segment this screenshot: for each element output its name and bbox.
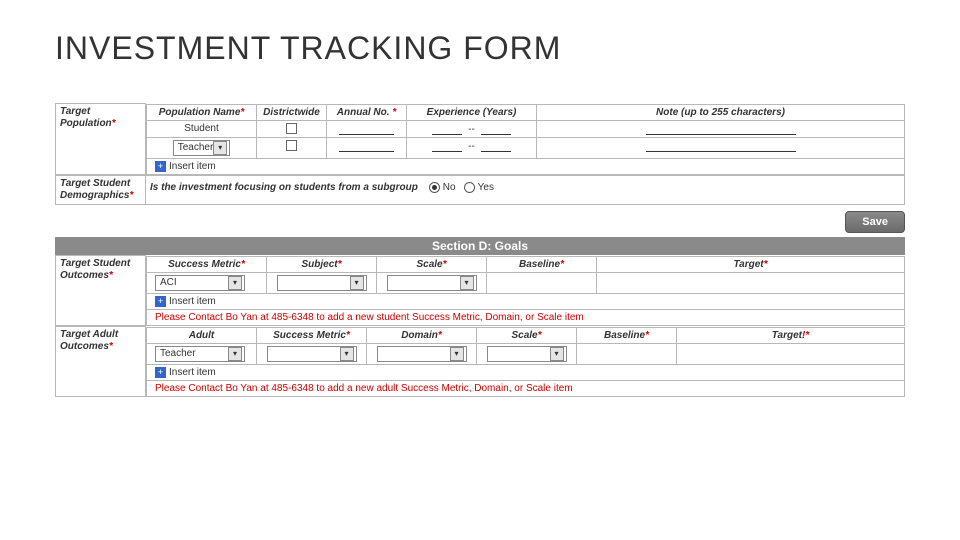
col-scale-2: Scale* <box>477 327 577 343</box>
exp-to-2[interactable] <box>481 140 511 152</box>
row-label-student-outcomes: Target Student Outcomes* <box>56 256 146 326</box>
dash-icon: -- <box>465 124 478 135</box>
population-student-cell: Student <box>147 120 257 137</box>
col-experience: Experience (Years) <box>407 104 537 120</box>
adult-metric-select[interactable]: ▾ <box>267 346 357 362</box>
radio-label-no: No <box>443 182 456 193</box>
adult-domain-select[interactable]: ▾ <box>377 346 467 362</box>
annual-no-input-1[interactable] <box>339 123 394 135</box>
exp-to-1[interactable] <box>481 123 511 135</box>
adult-outcomes-table: Target Adult Outcomes* Adult Success Met… <box>55 326 905 397</box>
col-scale: Scale* <box>377 256 487 272</box>
form-container: Target Population* Population Name* Dist… <box>55 103 905 397</box>
chevron-down-icon: ▾ <box>460 276 474 290</box>
adult-scale-select[interactable]: ▾ <box>487 346 567 362</box>
chevron-down-icon: ▾ <box>550 347 564 361</box>
student-outcomes-table: Target Student Outcomes* Success Metric*… <box>55 255 905 326</box>
exp-from-1[interactable] <box>432 123 462 135</box>
col-population-name: Population Name* <box>147 104 257 120</box>
col-domain: Domain* <box>367 327 477 343</box>
col-target-2: Target!* <box>677 327 905 343</box>
col-subject: Subject* <box>267 256 377 272</box>
save-button[interactable]: Save <box>845 211 905 233</box>
plus-icon: + <box>155 296 166 307</box>
scale-select[interactable]: ▾ <box>387 275 477 291</box>
col-adult: Adult <box>147 327 257 343</box>
annual-no-input-2[interactable] <box>339 140 394 152</box>
chevron-down-icon: ▾ <box>228 347 242 361</box>
chevron-down-icon: ▾ <box>213 141 227 155</box>
row-label-demographics: Target Student Demographics* <box>56 176 146 205</box>
exp-from-2[interactable] <box>432 140 462 152</box>
page-title: INVESTMENT TRACKING FORM <box>55 30 905 67</box>
metric-select[interactable]: ACI ▾ <box>155 275 245 291</box>
adult-select[interactable]: Teacher ▾ <box>155 346 245 362</box>
subgroup-question: Is the investment focusing on students f… <box>150 182 418 193</box>
subgroup-radio-yes[interactable] <box>464 182 475 193</box>
col-success-metric: Success Metric* <box>147 256 267 272</box>
row-label-adult-outcomes: Target Adult Outcomes* <box>56 327 146 397</box>
note-input-1[interactable] <box>646 123 796 135</box>
chevron-down-icon: ▾ <box>340 347 354 361</box>
col-annual-no: Annual No. * <box>327 104 407 120</box>
subject-select[interactable]: ▾ <box>277 275 367 291</box>
insert-item-adult-outcome[interactable]: +Insert item <box>155 366 216 379</box>
col-districtwide: Districtwide <box>257 104 327 120</box>
plus-icon: + <box>155 161 166 172</box>
districtwide-checkbox-1[interactable] <box>286 123 297 134</box>
chevron-down-icon: ▾ <box>350 276 364 290</box>
col-baseline: Baseline* <box>487 256 597 272</box>
row-label-target-population: Target Population* <box>56 104 146 175</box>
radio-label-yes: Yes <box>478 182 494 193</box>
col-baseline-2: Baseline* <box>577 327 677 343</box>
chevron-down-icon: ▾ <box>450 347 464 361</box>
insert-item-student-outcome[interactable]: +Insert item <box>155 295 216 308</box>
note-input-2[interactable] <box>646 140 796 152</box>
chevron-down-icon: ▾ <box>228 276 242 290</box>
contact-note-student: Please Contact Bo Yan at 485-6348 to add… <box>147 309 905 325</box>
dash-icon: -- <box>465 141 478 152</box>
col-note: Note (up to 255 characters) <box>537 104 905 120</box>
contact-note-adult: Please Contact Bo Yan at 485-6348 to add… <box>147 380 905 396</box>
col-success-metric-2: Success Metric* <box>257 327 367 343</box>
section-d-header: Section D: Goals <box>55 237 905 255</box>
population-teacher-select[interactable]: Teacher ▾ <box>173 140 231 156</box>
target-population-table: Target Population* Population Name* Dist… <box>55 103 905 175</box>
target-demographics-table: Target Student Demographics* Is the inve… <box>55 175 905 205</box>
plus-icon: + <box>155 367 166 378</box>
col-target: Target* <box>597 256 905 272</box>
subgroup-radio-no[interactable] <box>429 182 440 193</box>
insert-item-population[interactable]: +Insert item <box>155 160 216 173</box>
districtwide-checkbox-2[interactable] <box>286 140 297 151</box>
